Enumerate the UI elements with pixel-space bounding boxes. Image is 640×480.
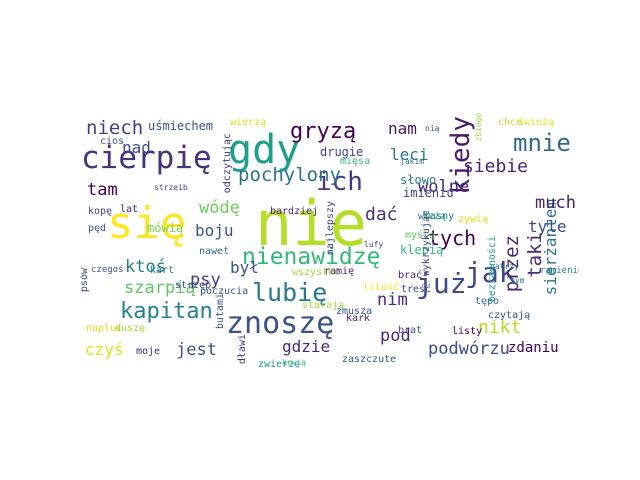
cloud-word: bardziej [270, 206, 319, 217]
cloud-word: mnie [513, 129, 571, 157]
cloud-word: uśmiechem [148, 119, 214, 133]
cloud-word: wódę [199, 198, 240, 218]
cloud-word: był [230, 258, 259, 277]
word-cloud: nie się gdy cierpię znoszę nienawidzę lubię już… [80, 113, 579, 368]
cloud-word: zmusza [336, 306, 373, 317]
cloud-word: lufy [364, 240, 384, 249]
cloud-word: się [107, 198, 187, 249]
cloud-word: nienawidzę [242, 244, 381, 270]
cloud-word: gdy [228, 127, 301, 173]
cloud-word: psów [80, 268, 90, 293]
cloud-word: pęd [88, 223, 107, 234]
cloud-word: nie [255, 187, 367, 260]
cloud-word: drugie [320, 145, 364, 159]
cloud-word: jest [176, 340, 217, 360]
cloud-word: napluć [86, 323, 123, 334]
cloud-word: znoszę [226, 306, 335, 341]
cloud-word: wierzą [230, 117, 267, 128]
cloud-word: butami [215, 293, 226, 330]
cloud-word: dać [365, 204, 398, 225]
cloud-word: ktoś [125, 257, 166, 277]
cloud-word: jakim [400, 157, 425, 166]
cloud-word: moje [136, 346, 161, 357]
cloud-word: kopę [88, 206, 113, 217]
cloud-word: lubię [252, 278, 328, 307]
cloud-word: cios [100, 136, 125, 147]
cloud-word: duszę [115, 323, 146, 334]
cloud-word: patrzy [490, 262, 519, 271]
cloud-word: cierpię [81, 140, 212, 176]
cloud-word: myślą [405, 230, 436, 241]
cloud-word: ramieniu [540, 266, 579, 276]
cloud-word: zywią [458, 214, 489, 225]
cloud-word: tam [87, 180, 118, 200]
cloud-word: nawet [199, 246, 230, 257]
cloud-word: odczytując [222, 133, 233, 194]
cloud-word: słowo [400, 173, 437, 187]
cloud-word: boju [195, 221, 234, 240]
cloud-word: klepią [400, 243, 444, 257]
cloud-word: pod [380, 326, 411, 346]
cloud-word: ich [316, 167, 363, 197]
cloud-word: psy [190, 270, 221, 290]
cloud-word: poczucia [200, 286, 249, 297]
cloud-word: brat [398, 325, 423, 336]
cloud-word: jak [465, 256, 516, 289]
cloud-word: niech [86, 117, 144, 139]
cloud-word: szarpią [124, 278, 196, 298]
cloud-word: świeżą [518, 117, 555, 128]
cloud-word: zdaniu [508, 340, 559, 356]
cloud-word: litość [363, 282, 400, 293]
cloud-word: zwierzę [258, 359, 301, 369]
cloud-word: czytają [488, 310, 531, 321]
cloud-word: strzeib [154, 183, 188, 192]
cloud-word: tym [510, 276, 525, 285]
cloud-word: dławi [237, 334, 248, 365]
cloud-word: nim [377, 290, 408, 310]
cloud-word: krwią [282, 358, 307, 367]
cloud-word: siebie [463, 156, 529, 177]
cloud-word: już [416, 267, 467, 300]
cloud-word: tych [428, 226, 477, 250]
cloud-word: nam [388, 119, 417, 138]
cloud-word: kapitan [120, 299, 213, 324]
cloud-word: pochylony [238, 164, 341, 186]
cloud-word: lat [120, 204, 139, 215]
cloud-word: gdzie [282, 337, 331, 356]
cloud-word: ramię [324, 266, 355, 277]
cloud-word: chce [498, 117, 523, 128]
cloud-word: kart [150, 265, 175, 276]
cloud-word: imieniu [403, 186, 454, 200]
cloud-word: sierżantem [541, 199, 560, 296]
cloud-word: własny [418, 211, 455, 222]
cloud-word: nikt [478, 317, 522, 338]
cloud-word: strzęp [175, 280, 212, 291]
cloud-word: czegoś [91, 265, 124, 275]
cloud-word: podwórzu [428, 339, 510, 359]
cloud-word: nad [122, 138, 151, 157]
cloud-word: leżą [422, 211, 447, 222]
cloud-word: tępo [475, 296, 500, 307]
cloud-word: kark [346, 313, 371, 324]
cloud-word: zbiegów [474, 113, 483, 142]
cloud-word: zaszczute [342, 354, 397, 365]
cloud-word: mięsa [340, 156, 371, 167]
cloud-word: leci [390, 145, 429, 164]
cloud-word: brać [398, 270, 423, 281]
cloud-word: mówią [147, 221, 184, 235]
cloud-word: tyle [528, 217, 567, 236]
cloud-word: czyś [85, 340, 124, 359]
cloud-word: wszystko [292, 267, 341, 278]
cloud-word: treść [401, 284, 432, 295]
cloud-word: listy [452, 326, 483, 337]
cloud-word: starają [302, 300, 345, 311]
cloud-word: wolne [418, 177, 470, 197]
cloud-word: najlepszy [325, 201, 336, 256]
cloud-word: much [535, 193, 576, 213]
cloud-word: gryzą [290, 119, 357, 144]
cloud-word: nią [425, 124, 440, 133]
